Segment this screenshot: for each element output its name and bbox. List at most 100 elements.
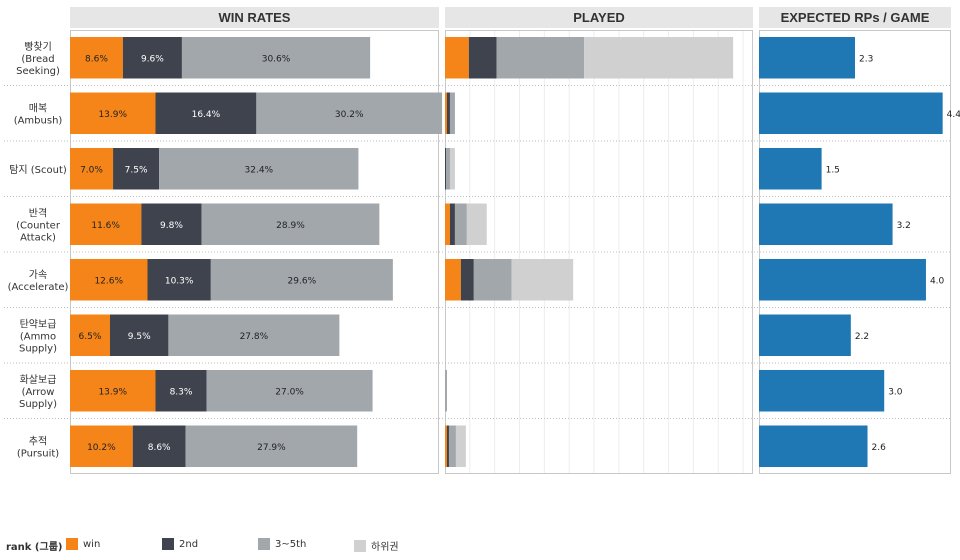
win-rate-bar-win (70, 148, 114, 190)
legend-label-2nd: 2nd (179, 538, 199, 550)
played-bar-2nd (468, 37, 497, 79)
legend-title: rank (그룹) (6, 542, 63, 553)
played-bar-win (445, 259, 461, 301)
win-rate-bar-win (70, 92, 156, 134)
win-rate-data-label: 12.6% (94, 276, 123, 286)
category-label-line: (Bread (21, 54, 54, 65)
category-label-line: (Arrow (22, 387, 55, 398)
played-bar-하위권 (511, 259, 574, 301)
expected-rp-bar (759, 370, 885, 412)
category-label: 매복 (Ambush) (14, 102, 63, 126)
category-label-line: Attack) (20, 232, 56, 243)
played-header: PLAYED (445, 7, 753, 28)
category-label: 탄약보급 (Ammo Supply) (19, 318, 57, 354)
played-bar-win (445, 203, 450, 245)
win-rate-bar-win (70, 203, 142, 245)
legend-swatch-win (66, 538, 78, 550)
played-bar-하위권 (449, 148, 455, 190)
played-bar-2nd (449, 203, 455, 245)
legend-item-lower[interactable]: 하위권 (354, 538, 399, 553)
win-rates-header: WIN RATES (70, 7, 439, 28)
win-rate-data-label: 27.9% (257, 443, 286, 453)
win-rate-data-label: 27.0% (275, 387, 304, 397)
win-rate-bar-2nd (141, 203, 202, 245)
win-rate-data-label: 9.6% (141, 54, 164, 64)
expected-rp-bar (759, 148, 822, 190)
win-rate-data-label: 8.6% (148, 443, 171, 453)
legend-item-2nd[interactable]: 2nd (162, 538, 198, 550)
category-label: 가속 (Accelerate) (8, 269, 69, 293)
win-rate-data-label: 10.2% (87, 443, 116, 453)
win-rate-data-label: 7.5% (125, 165, 148, 175)
played-bar-하위권 (455, 425, 466, 467)
expected-rp-data-label: 2.6 (872, 443, 887, 453)
expected-rp-data-label: 4.0 (930, 276, 945, 286)
win-rate-data-label: 8.3% (170, 387, 193, 397)
win-rate-data-label: 13.9% (98, 387, 127, 397)
category-label-line: 반격 (29, 206, 47, 219)
win-rate-bar-2nd (155, 92, 257, 134)
played-bar-3~5th (473, 259, 512, 301)
played-bar-win (445, 37, 469, 79)
played-bar-2nd (460, 259, 474, 301)
win-rate-bar-2nd (113, 148, 160, 190)
expected-rp-data-label: 1.5 (826, 165, 840, 175)
win-rate-bar-3~5th (210, 259, 393, 301)
played-bar-3~5th (445, 370, 447, 412)
win-rate-bar-2nd (122, 37, 182, 79)
win-rate-data-label: 7.0% (80, 165, 103, 175)
expected-rp-data-label: 3.2 (897, 221, 911, 231)
win-rate-data-label: 9.8% (160, 221, 183, 231)
category-label-line: Seeking) (16, 66, 60, 77)
win-rate-bar-win (70, 425, 133, 467)
win-rate-bar-3~5th (181, 37, 371, 79)
category-label-line: 가속 (29, 269, 47, 281)
legend-item-3-5th[interactable]: 3~5th (258, 538, 306, 550)
win-rate-data-label: 28.9% (276, 221, 305, 231)
category-label: 화살보급 (Arrow Supply) (19, 374, 57, 410)
win-rate-bar-3~5th (201, 203, 380, 245)
category-label: 빵찾기 (Bread Seeking) (16, 41, 60, 77)
category-labels: 빵찾기 (Bread Seeking) 매복 (Ambush) 탐지 (Scout) 반격 (… (4, 41, 951, 459)
expected-rp-header: EXPECTED RPs / GAME (759, 7, 951, 28)
win-rate-data-label: 9.5% (128, 332, 151, 342)
expected-rp-chart: 2.3 4.4 1.5 3.2 4.0 2.2 3.0 2.6 (759, 30, 960, 474)
expected-rp-data-label: 4.4 (947, 110, 960, 120)
played-bar-win (445, 92, 447, 134)
expected-rp-bar (759, 92, 943, 134)
legend-swatch-2nd (162, 538, 174, 550)
win-rate-bar-3~5th (206, 370, 373, 412)
win-rate-bar-win (70, 314, 110, 356)
win-rate-bar-win (70, 370, 156, 412)
category-label-line: (Accelerate) (8, 282, 69, 293)
category-label-line: (Ambush) (14, 115, 63, 126)
legend-label-win: win (83, 538, 101, 550)
expected-rp-data-label: 3.0 (888, 387, 903, 397)
win-rate-bar-3~5th (168, 314, 340, 356)
played-bar-3~5th (454, 203, 467, 245)
expected-rp-bar (759, 259, 926, 301)
expected-rp-bar (759, 37, 855, 79)
win-rate-data-label: 13.9% (98, 110, 127, 120)
win-rate-data-label: 30.2% (335, 110, 364, 120)
legend-label-lower: 하위권 (371, 542, 399, 553)
legend-swatch-3-5th (258, 538, 270, 550)
win-rate-data-label: 29.6% (288, 276, 317, 286)
played-bar-하위권 (584, 37, 734, 79)
played-bar-3~5th (448, 425, 456, 467)
category-label-line: 매복 (29, 102, 47, 114)
expected-frame (759, 30, 951, 474)
played-bar-3~5th (496, 37, 585, 79)
expected-rp-bar (759, 203, 893, 245)
category-label: 추적 (Pursuit) (17, 435, 59, 459)
category-label: 탐지 (Scout) (9, 164, 67, 176)
legend-item-win[interactable]: win (66, 538, 100, 550)
played-bar-2nd (446, 92, 450, 134)
win-rate-bar-win (70, 259, 148, 301)
win-rate-bar-2nd (155, 370, 207, 412)
win-rate-data-label: 32.4% (245, 165, 274, 175)
win-rate-data-label: 30.6% (262, 54, 291, 64)
category-label-line: Supply) (19, 399, 57, 410)
win-rate-bar-2nd (147, 259, 211, 301)
win-rate-data-label: 16.4% (192, 110, 221, 120)
